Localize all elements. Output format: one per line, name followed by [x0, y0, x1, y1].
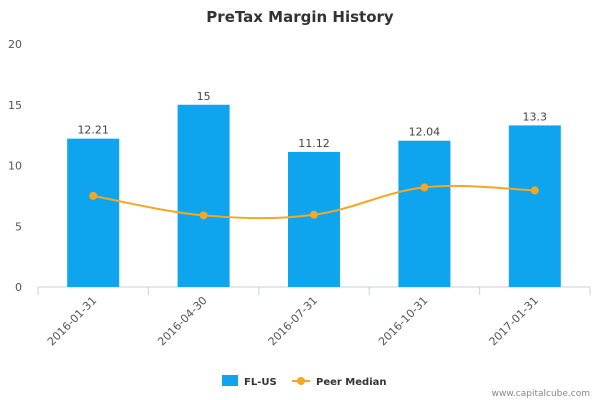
- bar: [288, 151, 340, 287]
- legend-label-line: Peer Median: [316, 377, 387, 388]
- bar: [177, 104, 230, 287]
- bar: [398, 140, 451, 287]
- y-tick-label: 5: [15, 220, 22, 233]
- y-tick-label: 15: [8, 99, 22, 112]
- peer-median-point: [199, 211, 208, 220]
- x-tick-label: 2016-04-30: [155, 294, 209, 348]
- y-tick-label: 20: [8, 38, 22, 51]
- x-axis: 2016-01-31 2016-04-30 2016-07-31 2016-10-31…: [37, 286, 591, 348]
- legend-label-bar: FL-US: [244, 377, 277, 388]
- peer-median-point: [420, 183, 429, 192]
- bar-data-label: 13.3: [523, 110, 548, 123]
- peer-median-point: [530, 186, 539, 195]
- bar-data-label: 11.12: [298, 137, 330, 150]
- legend-swatch-bar: [222, 375, 238, 386]
- bar-data-label: 15: [197, 90, 211, 103]
- bar-series: 12.21 15 11.12 12.04 13.3: [67, 90, 561, 287]
- line-series: [89, 183, 539, 220]
- chart-title: PreTax Margin History: [206, 8, 394, 26]
- x-tick-label: 2017-01-31: [487, 294, 541, 348]
- y-tick-label: 10: [8, 160, 22, 173]
- x-tick-label: 2016-01-31: [45, 294, 99, 348]
- credit-text: www.capitalcube.com: [492, 389, 590, 399]
- x-tick-label: 2016-07-31: [266, 294, 320, 348]
- bar-data-label: 12.04: [409, 126, 441, 139]
- legend-swatch-dot: [297, 377, 305, 385]
- x-tick-label: 2016-10-31: [376, 294, 430, 348]
- bar: [67, 138, 120, 287]
- bar-data-label: 12.21: [77, 124, 109, 137]
- y-axis: 0 5 10 15 20: [8, 38, 22, 294]
- peer-median-point: [89, 191, 98, 200]
- y-tick-label: 0: [15, 281, 22, 294]
- peer-median-point: [310, 210, 318, 219]
- bar: [508, 125, 561, 287]
- legend: FL-US Peer Median: [222, 375, 387, 388]
